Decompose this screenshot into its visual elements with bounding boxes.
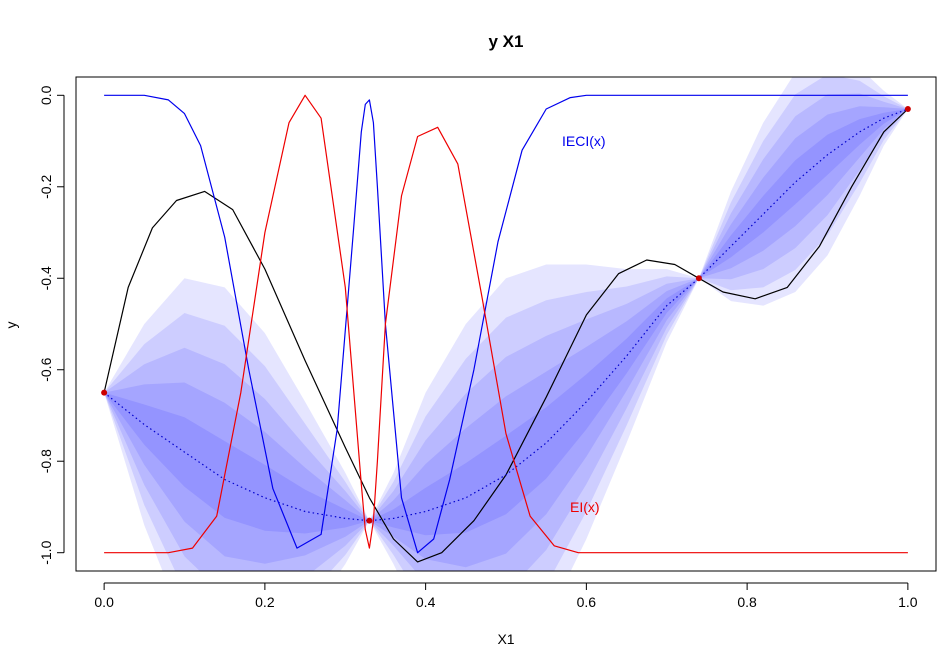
ei-curve-label: EI(x) [570, 499, 600, 515]
band-level-1 [104, 109, 908, 536]
y-axis-label: y [3, 322, 19, 329]
uncertainty-band [104, 77, 908, 571]
x-tick-label: 1.0 [898, 594, 918, 610]
series-group [103, 94, 909, 563]
y-tick-label: -0.6 [38, 357, 54, 381]
series-line-true-function [103, 108, 909, 563]
series-line-gp-mean [103, 108, 909, 522]
band-level-3 [104, 93, 908, 571]
ieci-curve-label: IECI(x) [562, 133, 606, 149]
y-tick-label: -0.8 [38, 449, 54, 473]
y-tick-label: -1.0 [38, 540, 54, 564]
x-tick-label: 0.4 [416, 594, 436, 610]
observation-point [904, 106, 911, 113]
chart-title: y X1 [489, 32, 524, 51]
y-tick-label: -0.4 [38, 266, 54, 290]
series-line-ieci-x [104, 94, 908, 554]
observation-points [101, 106, 911, 524]
band-level-5 [104, 77, 908, 571]
x-tick-label: 0.6 [577, 594, 597, 610]
y-tick-label: -0.2 [38, 175, 54, 199]
x-tick-label: 0.2 [255, 594, 275, 610]
band-level-4 [104, 77, 908, 571]
observation-point [101, 389, 108, 396]
plot-frame [75, 76, 937, 572]
observation-point [695, 275, 702, 282]
x-tick-label: 0.8 [737, 594, 757, 610]
series-line-ei-x [104, 94, 908, 554]
x-tick-label: 0.0 [94, 594, 114, 610]
x-axis-label: X1 [497, 631, 514, 647]
y-tick-label: 0.0 [38, 85, 54, 105]
observation-point [366, 517, 373, 524]
axes: 0.0 0.2 0.4 0.6 0.8 1.0 0.0 -0.2 -0.4 -0.6 -0.8 -1.… [38, 85, 918, 610]
